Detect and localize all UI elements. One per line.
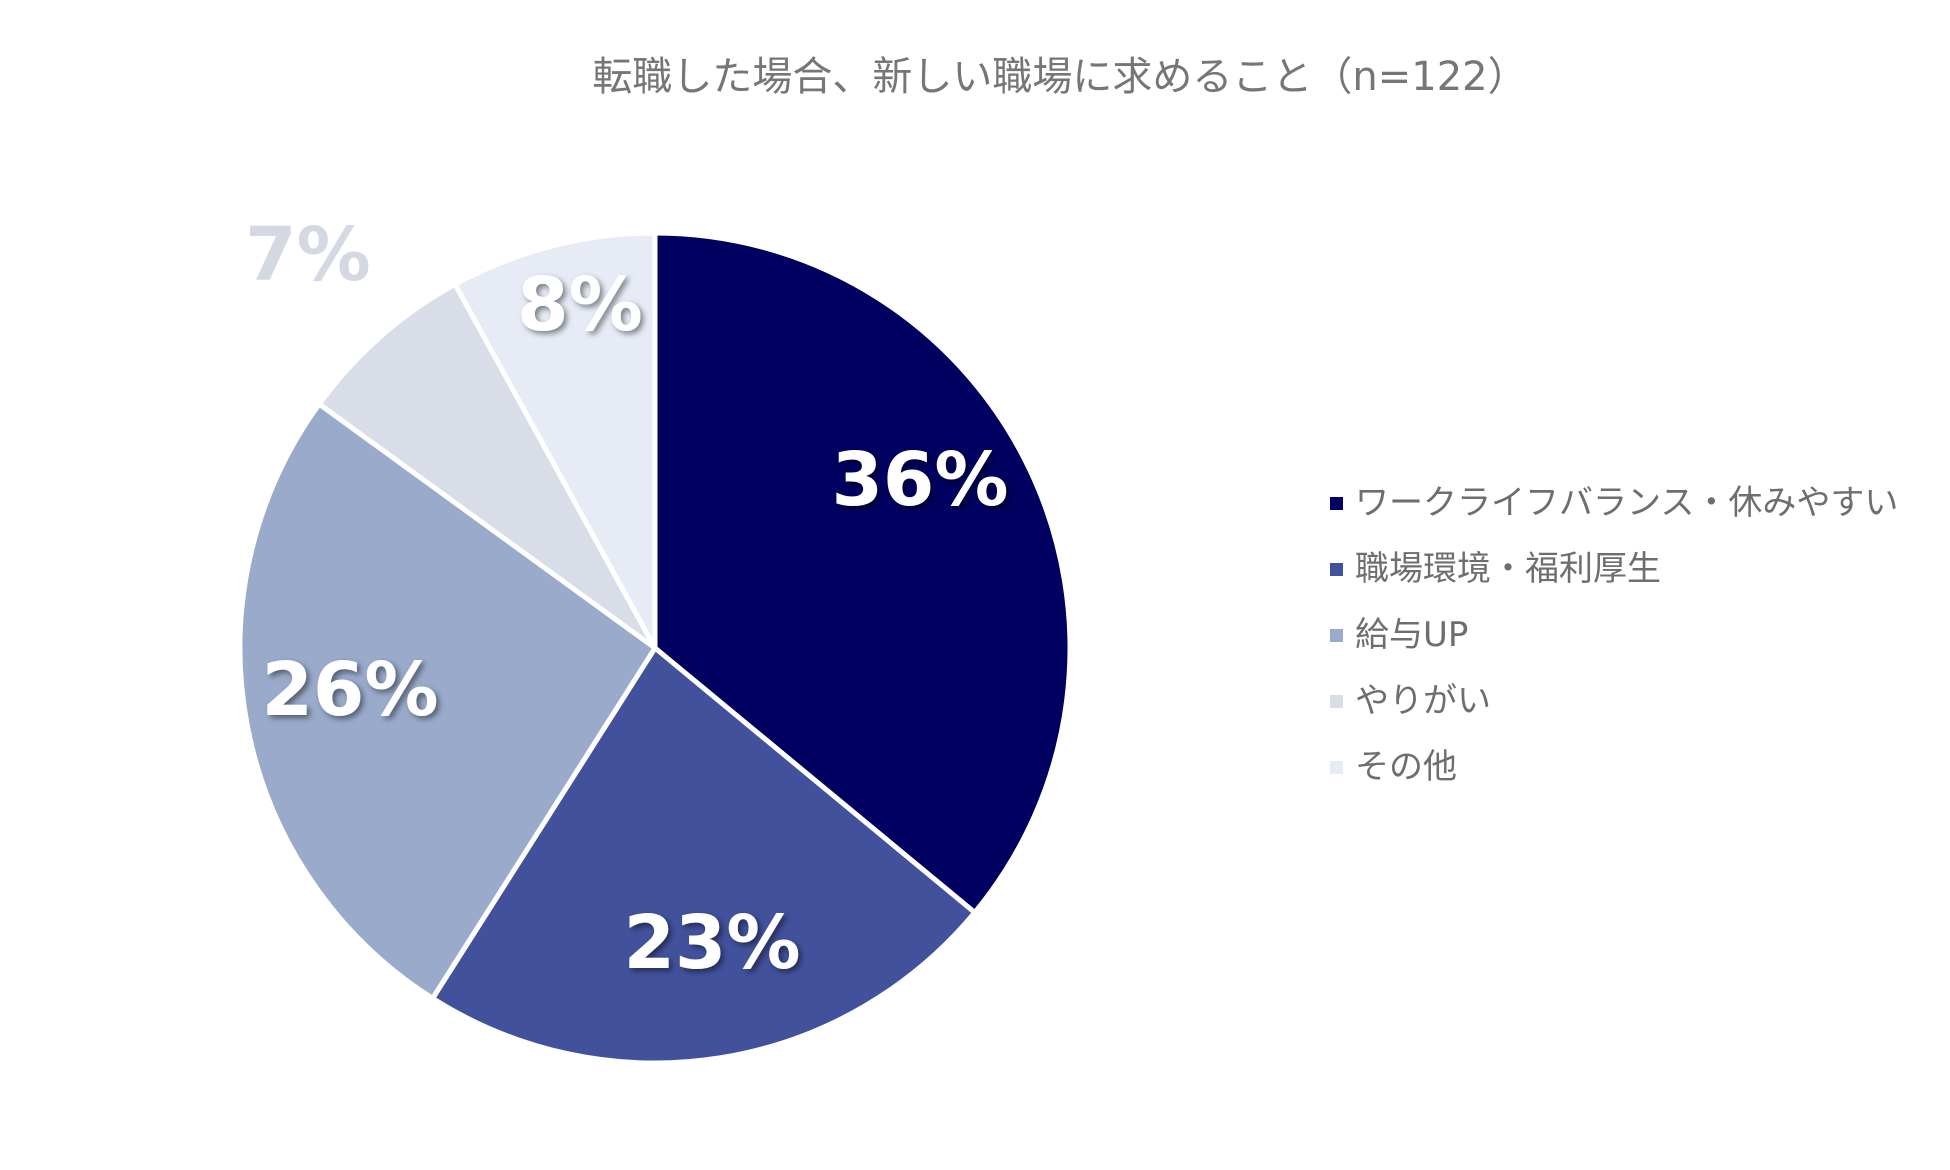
slice-value-label: 36% [831,437,1008,523]
legend-swatch [1330,761,1343,774]
legend-label: 給与UP [1355,615,1468,655]
slice-value-label: 26% [261,647,438,733]
pie-slice-3 [237,401,658,1001]
slice-value-label: 23% [623,900,800,986]
legend-label: やりがい [1355,681,1491,721]
pie-slice-1 [652,230,1073,916]
legend-swatch [1330,497,1343,510]
pie-slices [237,230,1073,1066]
pie-slice-labels: 36% 23% 26% 7% 8% [245,212,1008,986]
legend-label: ワークライフバランス・休みやすい [1355,483,1898,523]
pie-slice-5 [452,230,658,651]
pie-slice-4 [316,281,658,651]
legend-label: その他 [1355,747,1457,787]
slice-value-label: 7% [245,212,371,298]
chart-title: 転職した場合、新しい職場に求めること（n=122） [592,54,1527,100]
legend-swatch [1330,629,1343,642]
legend-swatch [1330,695,1343,708]
legend-swatch [1330,563,1343,576]
pie-slice-2 [430,645,978,1066]
legend-label: 職場環境・福利厚生 [1355,549,1661,589]
slice-value-label: 8% [517,262,643,348]
